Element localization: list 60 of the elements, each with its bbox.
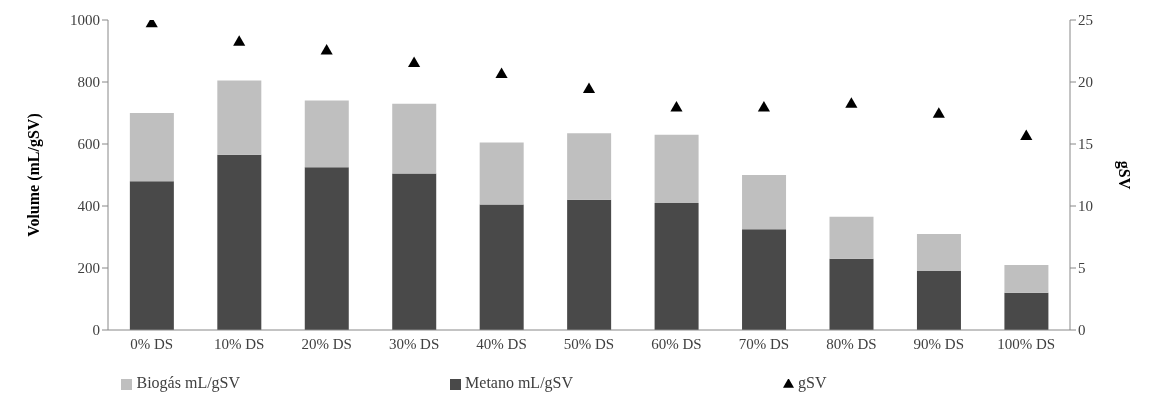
bar	[304, 100, 349, 168]
bar	[567, 133, 612, 200]
bar	[742, 175, 787, 230]
y2-tick-label: 0	[1078, 322, 1086, 339]
bar	[829, 216, 874, 259]
bar	[654, 134, 699, 203]
point	[932, 107, 945, 118]
y-tick-label: 800	[77, 74, 100, 91]
y-tick-label: 600	[77, 136, 100, 153]
bar	[129, 113, 174, 182]
y-tick-label: 0	[92, 322, 100, 339]
bar	[567, 199, 612, 330]
x-tick-label: 20% DS	[301, 335, 352, 352]
point	[582, 82, 596, 93]
bar	[1004, 292, 1049, 330]
y2-tick-label: 5	[1078, 260, 1086, 277]
y2-tick-label: 15	[1078, 136, 1093, 153]
x-tick-label: 80% DS	[826, 335, 877, 352]
y2-tick-label: 25	[1078, 12, 1093, 29]
point	[845, 97, 858, 108]
x-tick-label: 60% DS	[651, 335, 702, 352]
x-tick-label: 0% DS	[130, 335, 174, 352]
point	[320, 43, 333, 55]
bar	[916, 233, 961, 272]
bar	[129, 181, 174, 330]
x-tick-label: 10% DS	[213, 335, 265, 352]
x-tick-label: 50% DS	[563, 335, 615, 352]
y-tick-label: 200	[77, 260, 100, 277]
y2-tick-label: 20	[1078, 74, 1093, 91]
x-tick-label: 40% DS	[476, 335, 527, 352]
bar	[742, 229, 787, 330]
point	[233, 35, 246, 46]
x-tick-label: 70% DS	[738, 335, 790, 352]
y-axis-title: Volume (mL/gSV)	[24, 113, 43, 237]
bar	[829, 258, 874, 330]
bar	[479, 142, 524, 205]
y-tick-label: 400	[77, 198, 100, 215]
legend-label: gSV	[798, 374, 827, 391]
x-tick-label: 100% DS	[997, 335, 1056, 352]
point	[1020, 129, 1033, 141]
bar	[1004, 264, 1049, 293]
x-tick-label: 90% DS	[913, 335, 965, 352]
point	[670, 101, 683, 112]
bar	[479, 204, 524, 330]
bar	[392, 103, 437, 174]
bar	[654, 202, 699, 330]
point	[495, 67, 508, 79]
point	[757, 101, 770, 112]
point	[408, 56, 421, 67]
y2-axis-title: gSV	[1115, 160, 1134, 190]
legend-label: Biogás mL/gSV	[136, 374, 241, 391]
bar	[217, 154, 262, 330]
bar	[916, 271, 961, 330]
bar	[217, 80, 262, 155]
legend-label: Metano mL/gSV	[465, 374, 574, 391]
bar	[304, 167, 349, 330]
y-tick-label: 1000	[70, 12, 100, 29]
bar	[392, 173, 437, 330]
x-tick-label: 30% DS	[388, 335, 440, 352]
y2-tick-label: 10	[1078, 198, 1093, 215]
